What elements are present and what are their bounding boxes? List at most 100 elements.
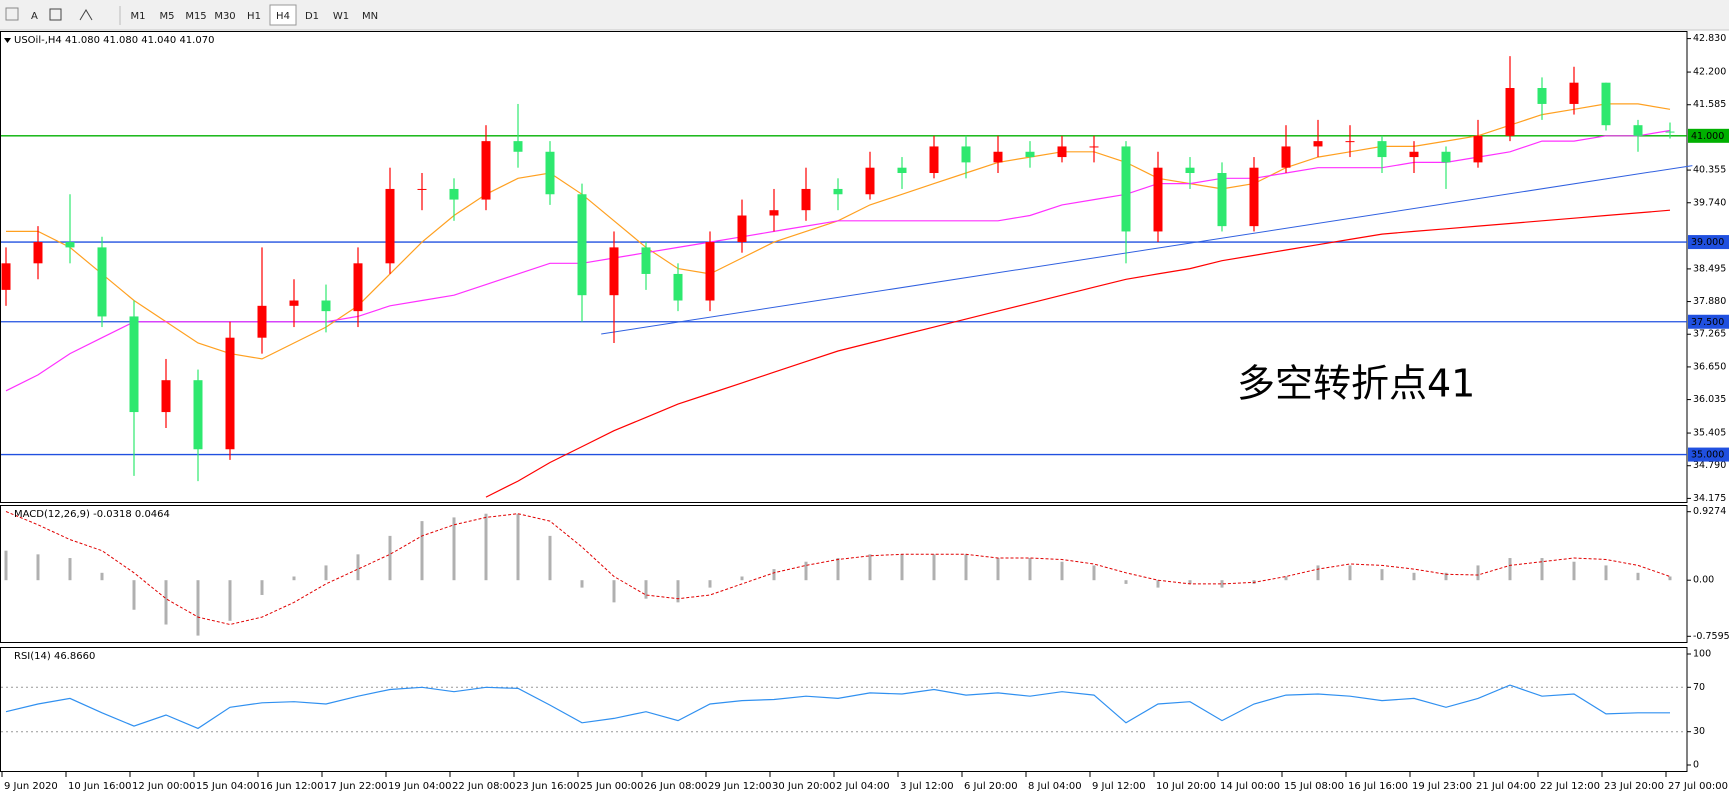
x-tick-label: 26 Jun 08:00: [644, 781, 708, 792]
y-tick-label: 41.585: [1693, 99, 1726, 110]
candle-body: [1441, 151, 1451, 163]
candle-body: [417, 188, 427, 190]
y-tick-label: 30: [1693, 726, 1705, 737]
macd-bar: [1124, 580, 1128, 584]
candle-body: [1409, 151, 1419, 158]
macd-bar: [772, 569, 776, 581]
macd-bar: [548, 535, 552, 581]
candle-body: [1601, 82, 1611, 126]
macd-bar: [836, 558, 840, 581]
macd-bar: [132, 580, 136, 610]
panel-frame: [0, 647, 1688, 772]
candle-body: [1249, 167, 1259, 227]
macd-bar: [1188, 580, 1192, 584]
x-tick-label: 10 Jun 16:00: [68, 781, 132, 792]
candle-body: [673, 273, 683, 301]
x-tick-label: 10 Jul 20:00: [1156, 781, 1216, 792]
macd-bar: [228, 580, 232, 621]
x-tick-label: 8 Jul 04:00: [1028, 781, 1082, 792]
macd-bar: [1604, 565, 1608, 581]
x-tick-label: 19 Jun 04:00: [388, 781, 452, 792]
macd-bar: [1316, 565, 1320, 581]
timeframe-button[interactable]: W1: [333, 11, 349, 22]
x-tick-label: 25 Jun 00:00: [580, 781, 644, 792]
macd-bar: [484, 513, 488, 581]
macd-bar: [804, 561, 808, 581]
panel-title: RSI(14) 46.8660: [14, 651, 95, 662]
x-tick-label: 6 Jul 20:00: [964, 781, 1018, 792]
level-label: 41.000: [1691, 131, 1724, 142]
candle-body: [321, 300, 331, 312]
timeframe-button[interactable]: M30: [214, 11, 235, 22]
macd-bar: [1284, 576, 1288, 581]
timeframe-button[interactable]: H4: [276, 11, 290, 22]
macd-bar: [996, 558, 1000, 581]
candle-body: [897, 167, 907, 174]
font-button[interactable]: A: [31, 11, 38, 22]
candle-body: [385, 188, 395, 264]
shapes-tool[interactable]: [79, 9, 93, 21]
y-tick-label: 39.740: [1693, 197, 1726, 208]
timeframe-button[interactable]: M1: [131, 11, 146, 22]
candle-body: [1217, 173, 1227, 227]
y-tick-label: 0.9274: [1693, 506, 1726, 517]
y-tick-label: 40.355: [1693, 165, 1726, 176]
candle-body: [961, 146, 971, 163]
y-tick-label: 37.880: [1693, 296, 1726, 307]
macd-bar: [1060, 561, 1064, 581]
text-tool[interactable]: [49, 8, 62, 21]
x-tick-label: 2 Jul 04:00: [836, 781, 890, 792]
x-tick-label: 30 Jun 20:00: [772, 781, 836, 792]
macd-signal: [5, 511, 1671, 626]
macd-bar: [100, 572, 104, 581]
x-tick-label: 15 Jun 04:00: [196, 781, 260, 792]
y-tick-label: 42.200: [1693, 67, 1726, 78]
level-label: 35.000: [1691, 450, 1724, 461]
macd-bar: [1636, 572, 1640, 581]
macd-bar: [708, 580, 712, 588]
y-tick-label: 35.405: [1693, 428, 1726, 439]
timeframe-button[interactable]: H1: [247, 11, 261, 22]
candle-body: [1025, 151, 1035, 158]
macd-bar: [36, 554, 40, 581]
y-tick-label: 34.790: [1693, 460, 1726, 471]
macd-bar: [612, 580, 616, 603]
level-label: 37.500: [1691, 317, 1724, 328]
macd-bar: [1092, 565, 1096, 581]
candle-body: [641, 247, 651, 274]
macd-bar: [580, 580, 584, 588]
candle-body: [545, 151, 555, 195]
macd-bar: [164, 580, 168, 625]
y-tick-label: 100: [1693, 649, 1711, 660]
x-tick-label: 14 Jul 00:00: [1220, 781, 1280, 792]
timeframe-button[interactable]: M15: [185, 11, 206, 22]
level-label-box: [1688, 128, 1729, 143]
y-tick-label: 36.650: [1693, 361, 1726, 372]
trend-line: [601, 165, 1693, 335]
candle-body: [33, 242, 43, 264]
macd-bar: [324, 565, 328, 581]
timeframe-button[interactable]: MN: [362, 11, 378, 22]
candle-body: [1281, 146, 1291, 168]
macd-bar: [292, 576, 296, 581]
moving-average: [5, 129, 1671, 392]
y-tick-label: 0.00: [1693, 575, 1714, 586]
x-tick-label: 21 Jul 04:00: [1476, 781, 1536, 792]
macd-bar: [644, 580, 648, 599]
candle-body: [1473, 135, 1483, 163]
timeframe-button[interactable]: D1: [305, 11, 319, 22]
moving-average: [485, 209, 1671, 498]
macd-bar: [452, 517, 456, 581]
candle-body: [865, 167, 875, 195]
icon[interactable]: [5, 7, 19, 21]
x-tick-label: 29 Jun 12:00: [708, 781, 772, 792]
macd-bar: [1156, 580, 1160, 588]
candle-body: [1313, 141, 1323, 147]
panel-title: USOil-,H4 41.080 41.080 41.040 41.070: [14, 35, 214, 46]
y-tick-label: 36.035: [1693, 394, 1726, 405]
macd-bar: [676, 580, 680, 603]
y-tick-label: 70: [1693, 682, 1705, 693]
timeframe-button[interactable]: M5: [160, 11, 175, 22]
macd-bar: [4, 550, 8, 581]
